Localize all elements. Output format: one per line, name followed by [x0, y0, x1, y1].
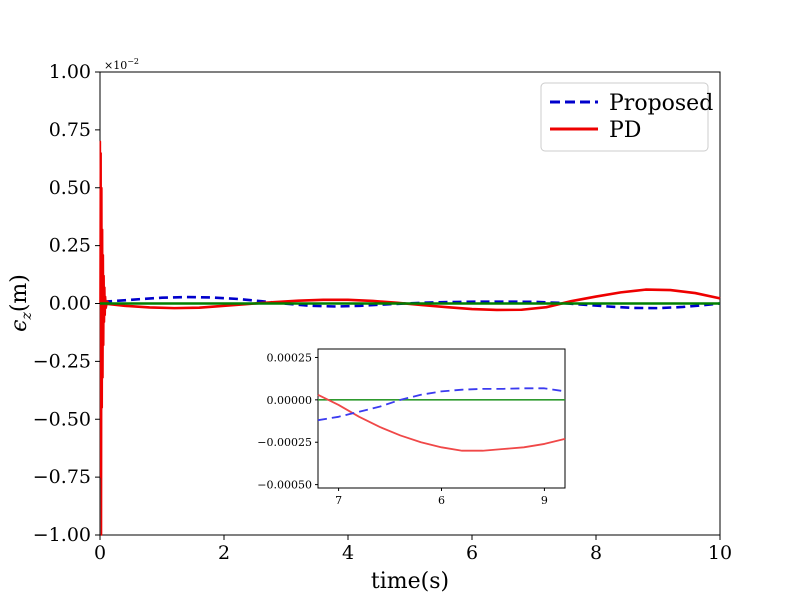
inset-y-tick-label: 0.00000: [267, 394, 313, 407]
inset-axes-frame: [317, 348, 566, 489]
y-tick-label: 0.50: [49, 177, 91, 199]
inset-ticks-group: 7 6 9 −0.00050 −0.00025 0.00000 0.00025: [257, 351, 548, 507]
x-tick-label: 6: [466, 542, 478, 564]
inset-x-tick-label: 6: [438, 494, 445, 507]
y-axis-label-main: ϵ: [7, 320, 32, 332]
x-tick-label: 8: [590, 542, 602, 564]
x-tick-label: 0: [94, 542, 106, 564]
y-tick-label: 0.25: [49, 235, 91, 257]
y-tick-label: −0.50: [33, 408, 91, 430]
main-plot: 0 2 4 6 8 10 −1.00 −0.75 −0.50 −0.25 0.00 0.25 0.50 0…: [33, 61, 732, 564]
y-tick-label: −0.75: [33, 466, 91, 488]
y-axis-label-sub: z: [19, 312, 35, 321]
inset-y-tick-label: −0.00050: [257, 479, 312, 492]
y-tick-label: 0.75: [49, 119, 91, 141]
x-tick-label: 2: [218, 542, 230, 564]
main-ticks-group: 0 2 4 6 8 10 −1.00 −0.75 −0.50 −0.25 0.00 0.25 0.50 0…: [33, 61, 732, 564]
inset-y-tick-label: 0.00025: [267, 351, 313, 364]
y-multiplier-base: ×10: [104, 59, 127, 72]
inset-plot: 7 6 9 −0.00050 −0.00025 0.00000 0.00025: [257, 348, 566, 507]
y-axis-label: ϵz(m): [7, 274, 35, 332]
inset-y-tick-label: −0.00025: [257, 436, 312, 449]
inset-series-line-pd: [317, 393, 566, 452]
legend-label-proposed: Proposed: [609, 91, 713, 116]
y-tick-label: 1.00: [49, 61, 91, 83]
main-series-group: [99, 140, 721, 536]
y-multiplier: ×10−2: [104, 57, 139, 72]
y-multiplier-exp: −2: [127, 57, 139, 66]
x-tick-label: 4: [342, 542, 354, 564]
y-axis-label-unit: (m): [7, 274, 32, 312]
legend: Proposed PD: [540, 82, 713, 152]
legend-label-pd: PD: [609, 118, 641, 143]
y-tick-label: 0.00: [49, 293, 91, 315]
inset-series-group: [317, 387, 566, 452]
y-tick-label: −1.00: [33, 524, 91, 546]
x-tick-label: 10: [708, 542, 732, 564]
legend-box: [540, 82, 709, 152]
inset-series-line-proposed: [317, 387, 566, 422]
inset-x-tick-label: 9: [541, 494, 548, 507]
series-line-pd-transient: [99, 140, 110, 536]
y-axis-label-group: ϵz(m): [7, 274, 35, 332]
inset-x-tick-label: 7: [335, 494, 342, 507]
x-axis-label: time(s): [371, 569, 449, 594]
y-tick-label: −0.25: [33, 350, 91, 372]
series-line-proposed: [103, 295, 721, 310]
